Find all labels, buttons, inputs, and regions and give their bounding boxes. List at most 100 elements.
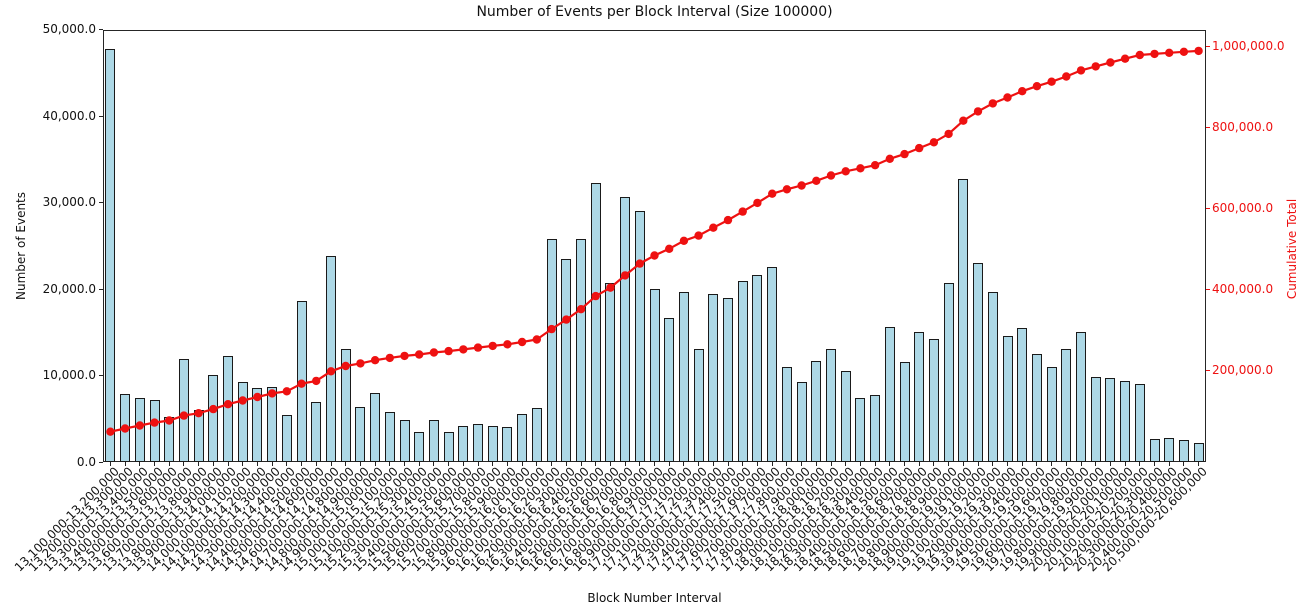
- x-tick: [1036, 462, 1038, 466]
- bar: [943, 282, 954, 462]
- x-tick: [654, 462, 655, 466]
- bar: [340, 348, 351, 462]
- x-tick: [771, 462, 773, 466]
- bar: [370, 392, 381, 462]
- y-tick-right: [1206, 127, 1210, 128]
- bar: [752, 274, 763, 462]
- y-tick-right: [1206, 46, 1210, 47]
- bar: [620, 197, 631, 462]
- bar: [723, 298, 733, 462]
- x-tick: [1051, 462, 1053, 466]
- bar: [826, 349, 836, 462]
- bar: [928, 339, 939, 462]
- bar: [767, 267, 778, 462]
- bar: [634, 210, 645, 462]
- bar: [811, 360, 822, 462]
- bar: [1017, 327, 1028, 462]
- x-tick: [1007, 462, 1008, 466]
- bar: [208, 374, 219, 462]
- bar: [708, 294, 719, 462]
- bar: [443, 431, 454, 462]
- bar: [281, 415, 292, 462]
- bar: [531, 408, 542, 462]
- bar: [193, 410, 204, 462]
- x-tick: [271, 462, 273, 466]
- y-tick-label-left: 20,000.0: [42, 281, 96, 296]
- bar: [649, 288, 660, 462]
- x-tick: [1154, 462, 1155, 466]
- bar: [546, 238, 557, 462]
- bar: [105, 48, 116, 462]
- y-tick-left: [99, 288, 103, 290]
- bar: [1120, 380, 1131, 462]
- x-tick: [536, 462, 538, 466]
- y-tick-label-right: 200,000.0: [1212, 363, 1274, 377]
- bar: [296, 300, 307, 462]
- x-tick: [345, 462, 347, 466]
- bar: [1105, 378, 1116, 462]
- bar: [1090, 377, 1101, 462]
- x-tick: [359, 462, 361, 466]
- bar: [487, 425, 498, 462]
- y-tick-label-left: 40,000.0: [42, 108, 96, 123]
- x-tick: [815, 462, 817, 466]
- chart-title: Number of Events per Block Interval (Siz…: [476, 4, 833, 20]
- y-tick-label-right: 400,000.0: [1212, 282, 1274, 296]
- bar: [414, 431, 425, 462]
- bar: [326, 255, 336, 462]
- x-tick: [1065, 462, 1067, 466]
- bar: [502, 427, 513, 462]
- x-tick: [1168, 462, 1170, 466]
- bar: [1193, 442, 1204, 462]
- bar: [149, 399, 160, 462]
- x-tick: [1095, 462, 1097, 466]
- x-tick: [124, 462, 126, 466]
- bar: [223, 356, 233, 462]
- x-tick: [830, 462, 832, 466]
- x-tick: [330, 462, 332, 466]
- x-tick: [448, 462, 450, 466]
- bar: [576, 239, 586, 462]
- bar: [561, 259, 572, 462]
- x-tick: [698, 462, 700, 466]
- y-tick-left: [99, 462, 103, 463]
- x-tick: [168, 462, 170, 466]
- x-tick: [198, 462, 200, 466]
- x-tick: [948, 462, 950, 466]
- x-tick: [154, 462, 155, 466]
- y-tick-label-right: 800,000.0: [1212, 120, 1274, 134]
- y-tick-label-left: 50,000.0: [42, 22, 96, 36]
- bar: [1178, 440, 1189, 462]
- bar: [605, 282, 616, 462]
- bar: [958, 178, 969, 462]
- x-tick: [477, 462, 479, 466]
- bar: [237, 382, 248, 462]
- x-tick: [712, 462, 714, 466]
- x-tick: [609, 462, 611, 466]
- x-tick: [506, 462, 508, 466]
- x-tick: [683, 462, 685, 466]
- x-tick: [404, 462, 405, 466]
- bar: [1164, 437, 1175, 462]
- x-tick: [286, 462, 288, 466]
- x-tick: [433, 462, 435, 466]
- bar: [678, 292, 689, 462]
- x-tick: [418, 462, 420, 466]
- x-tick: [727, 462, 729, 466]
- x-tick: [1080, 462, 1082, 466]
- y-tick-label-left: 30,000.0: [42, 195, 96, 210]
- bar: [473, 423, 483, 462]
- bar: [870, 395, 881, 462]
- bar: [1031, 353, 1042, 463]
- x-tick: [977, 462, 979, 466]
- bar: [399, 420, 410, 462]
- bar: [1061, 349, 1072, 462]
- x-tick: [565, 462, 567, 466]
- x-tick: [1124, 462, 1126, 466]
- x-tick: [242, 462, 244, 466]
- bar: [855, 397, 866, 462]
- bar: [164, 417, 175, 462]
- x-tick: [668, 462, 670, 466]
- y-tick-left: [99, 29, 103, 30]
- x-tick: [845, 462, 847, 466]
